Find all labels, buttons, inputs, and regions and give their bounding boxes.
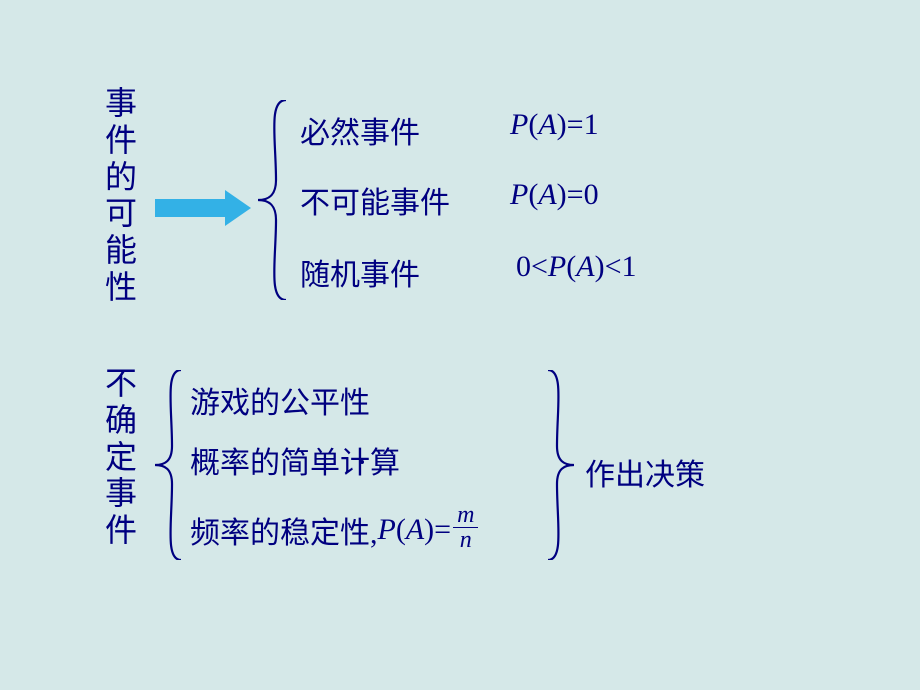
vchar: 可: [105, 195, 137, 232]
arrow-head: [225, 190, 251, 226]
section2-row-label: 概率的简单计算: [190, 438, 400, 482]
vchar: 的: [105, 159, 137, 196]
section2-right-label: 作出决策: [585, 450, 705, 494]
arrow-right-icon: [155, 190, 251, 226]
vchar: 件: [105, 512, 137, 549]
brace-left-icon: [155, 370, 181, 560]
section2-row-label: 游戏的公平性: [190, 378, 370, 422]
section1-vertical-label: 事 件 的 可 能 性: [105, 85, 137, 306]
vchar: 事: [105, 85, 137, 122]
section1-row-label: 必然事件: [300, 108, 420, 152]
section1-row-formula: P(A)=1: [510, 108, 599, 142]
dot-icon: [360, 460, 364, 464]
vchar: 能: [105, 232, 137, 269]
vchar: 定: [105, 439, 137, 476]
vchar: 性: [105, 269, 137, 306]
section1-row-formula: P(A)=0: [510, 178, 599, 212]
arrow-body: [155, 199, 225, 217]
fraction-numerator: m: [453, 503, 478, 528]
vchar: 不: [105, 365, 137, 402]
fraction-denominator: n: [453, 528, 478, 552]
section2-row-label: 频率的稳定性,: [190, 508, 378, 552]
section2-vertical-label: 不 确 定 事 件: [105, 365, 137, 549]
vchar: 事: [105, 475, 137, 512]
vchar: 件: [105, 122, 137, 159]
brace-right-icon: [548, 370, 574, 560]
section1-row-label: 随机事件: [300, 250, 420, 294]
section1-row-formula: 0<P(A)<1: [516, 250, 637, 284]
vchar: 确: [105, 402, 137, 439]
brace-left-icon: [258, 100, 286, 300]
fraction-icon: m n: [453, 503, 478, 552]
section2-row-formula: P(A)=: [378, 513, 452, 547]
section2-row3: 频率的稳定性, P(A)= m n: [190, 505, 478, 554]
section1-row-label: 不可能事件: [300, 178, 450, 222]
